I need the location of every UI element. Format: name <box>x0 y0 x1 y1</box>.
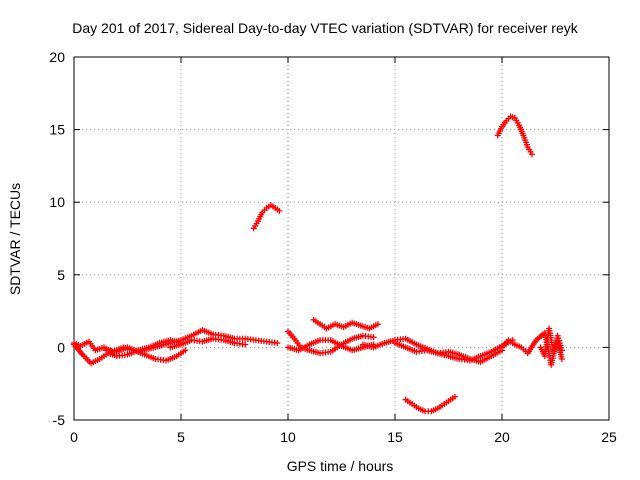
y-tick-label: 20 <box>49 49 65 65</box>
data-point <box>451 393 458 400</box>
data-point <box>370 334 377 341</box>
data-point <box>182 347 189 354</box>
data-point <box>374 321 381 328</box>
data-points <box>71 113 565 415</box>
y-tick-label: 10 <box>49 194 65 210</box>
data-point <box>558 356 565 363</box>
x-axis-label: GPS time / hours <box>287 458 394 474</box>
x-tick-label: 25 <box>601 429 617 445</box>
series-arc-10 <box>392 340 505 365</box>
chart-title: Day 201 of 2017, Sidereal Day-to-day VTE… <box>72 20 578 36</box>
series-arc-4 <box>167 335 249 351</box>
data-point <box>276 207 283 214</box>
data-point <box>242 341 249 348</box>
x-tick-label: 0 <box>70 429 78 445</box>
x-tick-label: 5 <box>177 429 185 445</box>
series-arc-11 <box>402 393 458 415</box>
series-arc-5 <box>250 202 283 232</box>
plot-frame <box>73 56 610 421</box>
series-arc-14 <box>537 325 565 363</box>
y-tick-label: 5 <box>57 267 65 283</box>
series-arc-8 <box>310 316 381 332</box>
y-axis-label: SDTVAR / TECUs <box>7 183 23 295</box>
grid <box>74 57 609 420</box>
series-arc-3 <box>103 326 281 355</box>
data-point <box>274 340 281 347</box>
x-tick-label: 10 <box>280 429 296 445</box>
data-point <box>528 151 535 158</box>
x-tick-label: 20 <box>494 429 510 445</box>
y-tick-label: 15 <box>49 122 65 138</box>
y-tick-label: -5 <box>53 412 66 428</box>
series-arc-9 <box>359 335 516 364</box>
series-arc-12 <box>494 113 535 158</box>
x-tick-label: 15 <box>387 429 403 445</box>
y-tick-label: 0 <box>57 339 65 355</box>
